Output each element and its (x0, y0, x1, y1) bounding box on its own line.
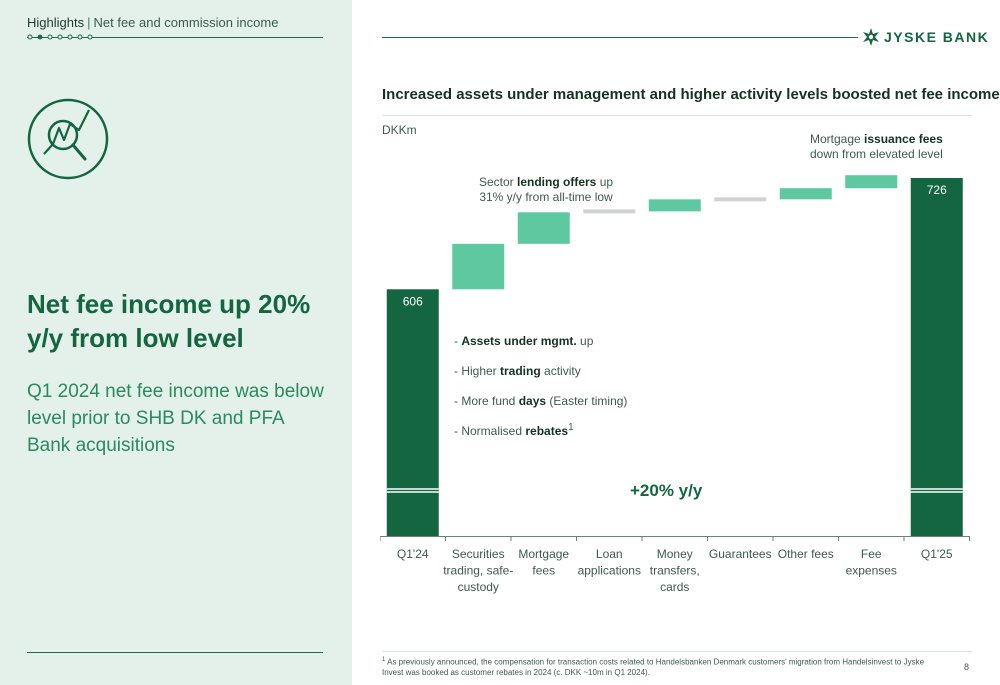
x-tick-label: Q1'25 (921, 547, 953, 561)
x-tick-label: Mortgage (518, 547, 569, 561)
y-unit-label: DKKm (382, 123, 417, 137)
driver-item: - Higher trading activity (454, 364, 581, 378)
x-tick-label: fees (532, 564, 555, 578)
bar-change (779, 188, 832, 200)
footnote-rule (382, 651, 972, 652)
driver-item: - More fund days (Easter timing) (454, 394, 628, 408)
jyske-star-icon (863, 28, 879, 46)
bar-change-neutral (714, 197, 767, 202)
x-tick-label: Securities (452, 547, 505, 561)
x-tick-label: Loan (596, 547, 623, 561)
title-rule (382, 115, 972, 116)
x-tick-label: Fee (861, 547, 882, 561)
x-tick-label: applications (578, 564, 641, 578)
driver-item: - Assets under mgmt. up (454, 334, 594, 348)
magnifier-chart-icon (27, 98, 109, 180)
x-tick-label: cards (660, 580, 689, 594)
bar-change-neutral (583, 209, 636, 214)
bar-change (845, 175, 898, 189)
page-number: 8 (964, 662, 970, 672)
growth-label: +20% y/y (630, 481, 703, 500)
bar-total (910, 177, 963, 537)
footnote: 1 As previously announced, the compensat… (382, 657, 925, 677)
x-tick-label: Other fees (778, 547, 834, 561)
driver-item: - Normalised rebates1 (454, 422, 574, 438)
left-panel: Highlights | Net fee and commission income… (0, 0, 352, 685)
breadcrumb-rule (27, 37, 323, 38)
breadcrumb-section: Net fee and commission income (93, 15, 279, 30)
progress-dots-icon (27, 34, 93, 40)
bar-value-label: 726 (927, 183, 947, 197)
x-tick-label: custody (458, 580, 499, 594)
bar-total (386, 289, 439, 536)
x-tick-label: Guarantees (709, 547, 772, 561)
x-tick-label: Q1'24 (397, 547, 429, 561)
annotation-mortgage-issuance: Mortgage issuance fees down from elevate… (810, 132, 943, 161)
x-tick-label: trading, safe- (443, 564, 513, 578)
logo-text: JYSKE BANK (884, 29, 990, 45)
chart-title: Increased assets under management and hi… (382, 86, 1000, 103)
subtext: Q1 2024 net fee income was below level p… (27, 381, 324, 456)
bar-change (452, 243, 505, 290)
top-rule (382, 37, 858, 38)
breadcrumb-separator: | (87, 15, 91, 30)
breadcrumb-highlight: Highlights (27, 15, 85, 30)
x-tick-label: expenses (846, 564, 897, 578)
bar-change (517, 212, 570, 244)
driver-list: - Assets under mgmt. up - Higher trading… (454, 332, 627, 452)
x-tick-label: transfers, (650, 564, 700, 578)
jyske-bank-logo: JYSKE BANK (862, 26, 988, 48)
waterfall-chart: 606 Q1'24 Securities trading, safe-custody M… (380, 175, 970, 594)
bar-value-label: 606 (403, 294, 423, 308)
headline: Net fee income up 20% y/y from low level (27, 289, 311, 353)
left-bottom-rule (27, 652, 323, 653)
annotation-sector-lending: Sector lending offers up 31% y/y from al… (479, 175, 614, 204)
breadcrumb: Highlights | Net fee and commission income (27, 15, 278, 30)
bar-change (648, 199, 701, 212)
x-tick-label: Money (657, 547, 693, 561)
